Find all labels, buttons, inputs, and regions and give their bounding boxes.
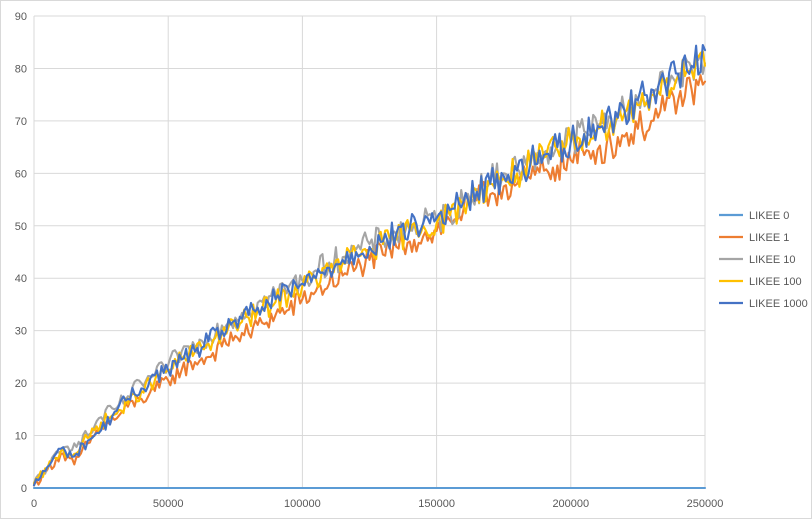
x-tick-label: 200000: [552, 498, 589, 510]
y-tick-label: 40: [15, 273, 27, 285]
legend-label-likee-1000: LIKEE 1000: [749, 298, 808, 310]
y-tick-label: 20: [15, 378, 27, 390]
y-tick-label: 60: [15, 168, 27, 180]
x-tick-label: 50000: [153, 498, 184, 510]
x-tick-label: 250000: [687, 498, 724, 510]
series-line-likee-1000: [32, 43, 707, 487]
y-tick-label: 0: [21, 483, 27, 495]
legend-label-likee-0: LIKEE 0: [749, 210, 789, 222]
axes: 0 10 20 30 40 50 60 70 80 90 0 50000 100000 150000 200…: [15, 11, 724, 510]
legend-label-likee-10: LIKEE 10: [749, 254, 795, 266]
y-tick-label: 70: [15, 116, 27, 128]
gridlines: [33, 15, 706, 489]
legend-label-likee-100: LIKEE 100: [749, 276, 802, 288]
x-tick-label: 100000: [284, 498, 321, 510]
y-tick-label: 10: [15, 431, 27, 443]
y-tick-label: 50: [15, 221, 27, 233]
series-line-likee-1: [32, 74, 707, 487]
x-tick-label: 0: [31, 498, 37, 510]
x-tick-label: 150000: [418, 498, 455, 510]
legend-label-likee-1: LIKEE 1: [749, 232, 789, 244]
series-lines: [32, 43, 707, 490]
y-tick-label: 30: [15, 326, 27, 338]
legend: LIKEE 0 LIKEE 1 LIKEE 10 LIKEE 100 LIKEE 100…: [719, 210, 808, 310]
y-tick-label: 90: [15, 11, 27, 23]
series-line-likee-10: [32, 52, 707, 484]
y-tick-label: 80: [15, 63, 27, 75]
